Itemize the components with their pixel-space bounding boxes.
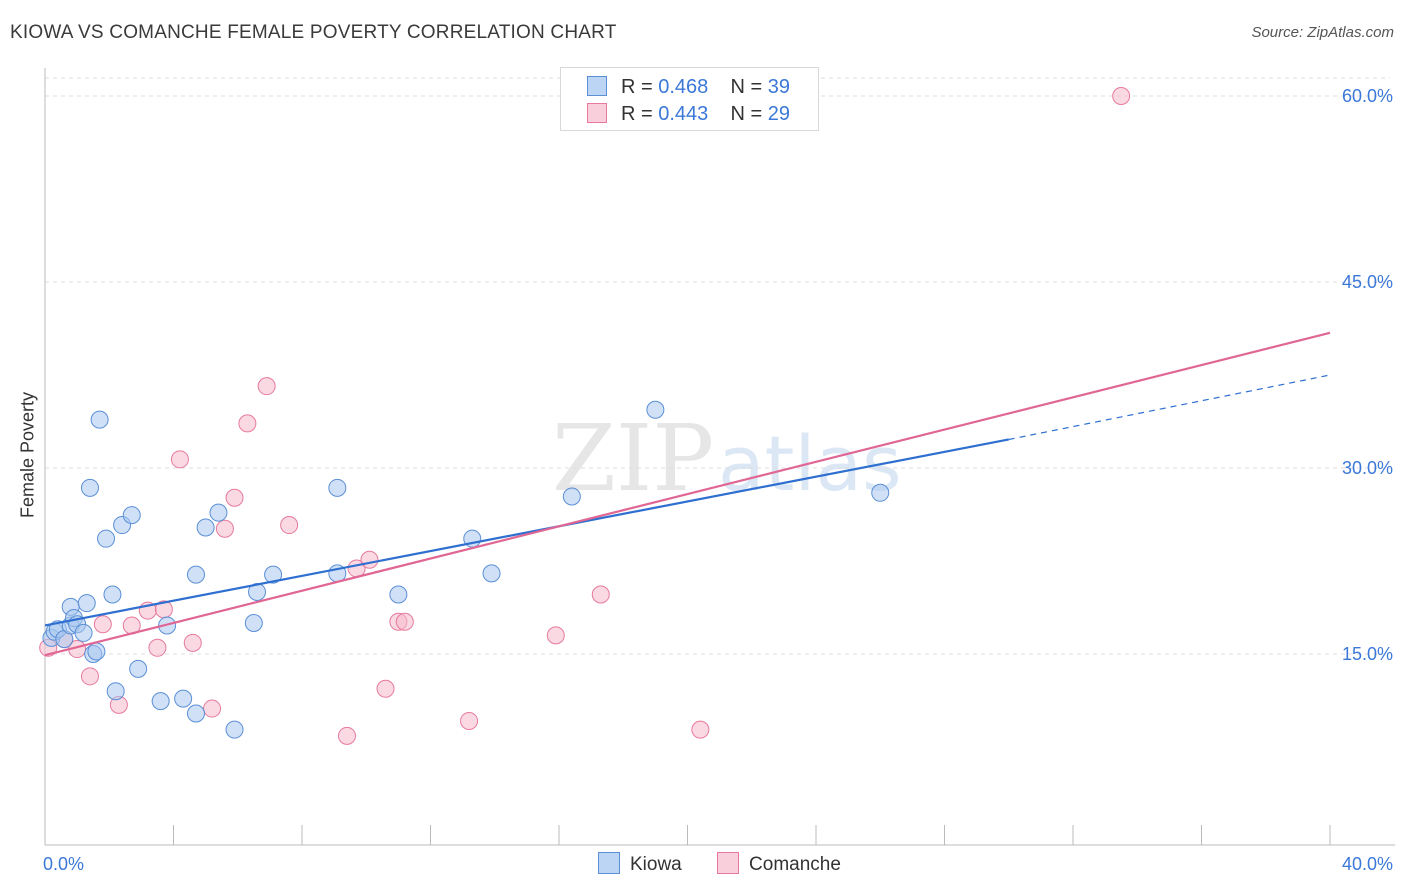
comanche-point bbox=[80, 667, 99, 686]
tick-labels: 15.0% 30.0% 45.0% 60.0% 0.0% 40.0% bbox=[43, 86, 1393, 874]
comanche-points bbox=[39, 87, 1131, 745]
legend-row-comanche: R = 0.443 N = 29 bbox=[587, 103, 790, 127]
comanche-point bbox=[280, 516, 299, 535]
legend-n-label: N = bbox=[730, 76, 768, 98]
chart-source: Source: ZipAtlas.com bbox=[1251, 24, 1394, 41]
comanche-point bbox=[1112, 87, 1131, 105]
comanche-swatch bbox=[587, 103, 607, 123]
kiowa-point bbox=[97, 529, 116, 548]
watermark: ZIP atlas bbox=[552, 405, 902, 512]
comanche-point bbox=[337, 726, 356, 745]
comanche-legend-swatch bbox=[717, 852, 740, 874]
comanche-point bbox=[460, 711, 479, 730]
grid-lines bbox=[45, 77, 1390, 655]
axes bbox=[44, 68, 1395, 846]
legend-item-comanche: Comanche bbox=[717, 852, 841, 876]
comanche-point bbox=[360, 550, 379, 569]
legend-r-label: R = bbox=[621, 76, 659, 98]
kiowa-point bbox=[328, 478, 347, 497]
kiowa-point bbox=[264, 565, 283, 584]
comanche-point bbox=[376, 679, 395, 698]
comanche-point bbox=[225, 488, 244, 507]
kiowa-point bbox=[87, 642, 106, 661]
kiowa-point bbox=[186, 704, 205, 723]
kiowa-point bbox=[482, 564, 501, 583]
legend-r-value: 0.443 bbox=[658, 103, 709, 125]
comanche-trend-line bbox=[44, 331, 1331, 657]
kiowa-point bbox=[389, 585, 408, 604]
comanche-point bbox=[691, 720, 710, 739]
kiowa-trend-extension bbox=[1008, 374, 1331, 441]
kiowa-point bbox=[244, 614, 263, 632]
x-tick-label: 0.0% bbox=[43, 854, 84, 874]
y-tick-label: 45.0% bbox=[1342, 272, 1393, 292]
comanche-point bbox=[546, 626, 565, 645]
kiowa-point bbox=[209, 503, 228, 522]
legend-row-kiowa: R = 0.468 N = 39 bbox=[587, 76, 790, 100]
comanche-point bbox=[148, 638, 167, 657]
comanche-point bbox=[183, 633, 202, 652]
kiowa-point bbox=[646, 400, 665, 419]
kiowa-points bbox=[42, 400, 890, 739]
kiowa-point bbox=[122, 506, 141, 525]
y-axis-title: Female Poverty bbox=[17, 391, 38, 519]
comanche-point bbox=[238, 414, 257, 433]
kiowa-point bbox=[174, 689, 193, 708]
legend-n-label: N = bbox=[730, 103, 768, 125]
kiowa-point bbox=[80, 478, 99, 497]
comanche-point bbox=[591, 585, 610, 604]
kiowa-trend-line bbox=[44, 438, 1009, 627]
kiowa-point bbox=[74, 623, 93, 642]
comanche-point bbox=[93, 615, 112, 634]
kiowa-point bbox=[186, 565, 205, 584]
trend-lines bbox=[44, 331, 1331, 657]
correlation-legend: R = 0.468 N = 39 R = 0.443 N = 29 bbox=[560, 67, 819, 131]
comanche-point bbox=[170, 450, 189, 469]
kiowa-legend-swatch bbox=[598, 852, 620, 874]
kiowa-point bbox=[196, 518, 215, 537]
comanche-point bbox=[215, 519, 234, 538]
legend-n-value: 29 bbox=[767, 103, 791, 125]
series-legend: Kiowa Comanche bbox=[598, 852, 871, 876]
legend-r-value: 0.468 bbox=[658, 76, 709, 98]
kiowa-point bbox=[106, 682, 125, 701]
x-tick-label: 40.0% bbox=[1342, 854, 1393, 874]
y-tick-label: 15.0% bbox=[1342, 644, 1393, 664]
legend-label-comanche: Comanche bbox=[749, 854, 841, 875]
chart-title: KIOWA VS COMANCHE FEMALE POVERTY CORRELA… bbox=[10, 22, 617, 43]
comanche-point bbox=[257, 377, 276, 396]
legend-item-kiowa: Kiowa bbox=[598, 852, 682, 876]
legend-n-value: 39 bbox=[767, 76, 791, 98]
kiowa-point bbox=[129, 659, 148, 678]
kiowa-point bbox=[103, 585, 122, 604]
comanche-point bbox=[203, 699, 222, 718]
kiowa-point bbox=[225, 720, 244, 739]
kiowa-point bbox=[151, 692, 170, 711]
comanche-point bbox=[395, 612, 414, 631]
y-tick-label: 60.0% bbox=[1342, 86, 1393, 106]
kiowa-swatch bbox=[587, 76, 607, 96]
y-tick-label: 30.0% bbox=[1342, 458, 1393, 478]
legend-r-label: R = bbox=[621, 103, 659, 125]
kiowa-point bbox=[562, 487, 581, 506]
kiowa-point bbox=[77, 594, 96, 613]
kiowa-point bbox=[90, 410, 109, 429]
kiowa-point bbox=[871, 483, 890, 502]
legend-label-kiowa: Kiowa bbox=[630, 854, 682, 875]
